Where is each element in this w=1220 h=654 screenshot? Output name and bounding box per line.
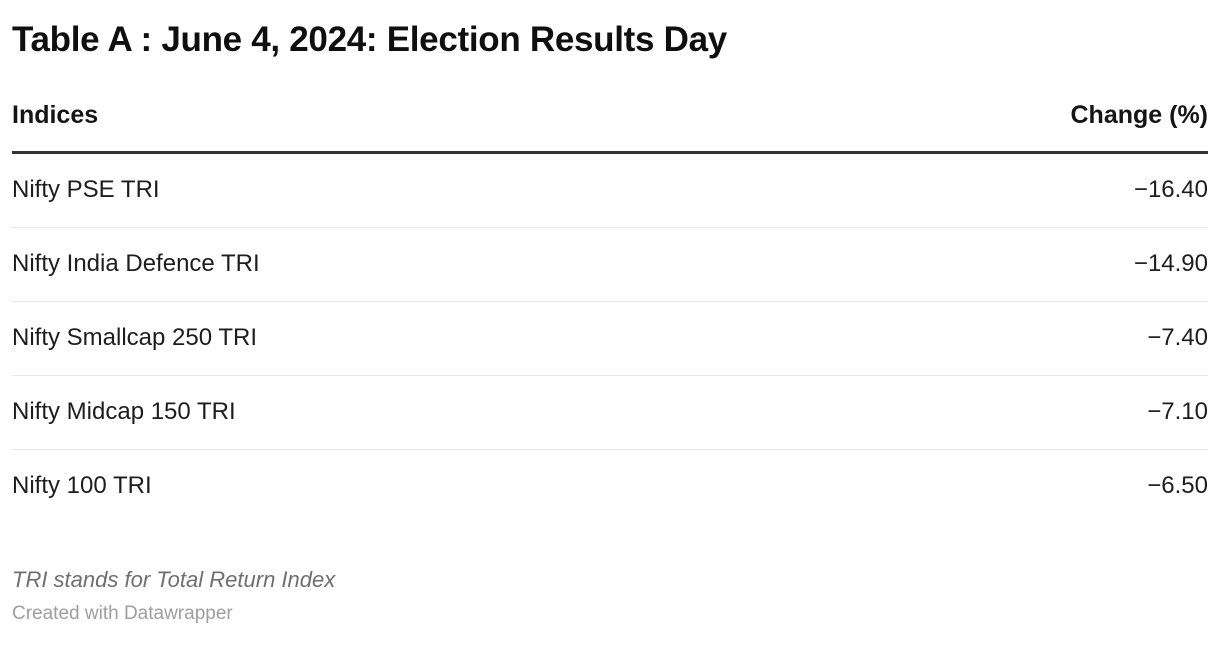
index-name-cell: Nifty Smallcap 250 TRI: [12, 301, 782, 376]
column-header-change: Change (%): [781, 100, 1208, 154]
indices-change-table: Indices Change (%) Nifty PSE TRI −16.40 …: [12, 100, 1208, 523]
table-row: Nifty Smallcap 250 TRI −7.40: [12, 301, 1208, 376]
table-row: Nifty PSE TRI −16.40: [12, 152, 1208, 228]
index-name-cell: Nifty PSE TRI: [12, 152, 782, 228]
change-value-cell: −7.10: [781, 375, 1208, 450]
table-footer: TRI stands for Total Return Index Create…: [12, 567, 1208, 627]
table-row: Nifty 100 TRI −6.50: [12, 449, 1208, 523]
table-row: Nifty Midcap 150 TRI −7.10: [12, 375, 1208, 450]
table-title: Table A : June 4, 2024: Election Results…: [12, 20, 727, 59]
index-name-cell: Nifty 100 TRI: [12, 472, 152, 500]
change-value-cell: −14.90: [781, 227, 1208, 302]
datawrapper-attribution-link[interactable]: Created with Datawrapper: [12, 603, 233, 625]
change-value-cell: −7.40: [781, 301, 1208, 376]
column-header-indices: Indices: [12, 100, 782, 154]
footnote: TRI stands for Total Return Index: [12, 566, 336, 592]
table-header-row: Indices Change (%): [12, 100, 1208, 154]
index-name-cell: Nifty India Defence TRI: [12, 227, 782, 302]
table-row: Nifty India Defence TRI −14.90: [12, 227, 1208, 302]
change-value-cell: −16.40: [781, 152, 1208, 228]
table-header: Indices Change (%): [12, 100, 1208, 154]
change-value-cell: −6.50: [1147, 472, 1208, 500]
index-name-cell: Nifty Midcap 150 TRI: [12, 375, 782, 450]
table-body: Nifty PSE TRI −16.40 Nifty India Defence…: [12, 152, 1208, 523]
